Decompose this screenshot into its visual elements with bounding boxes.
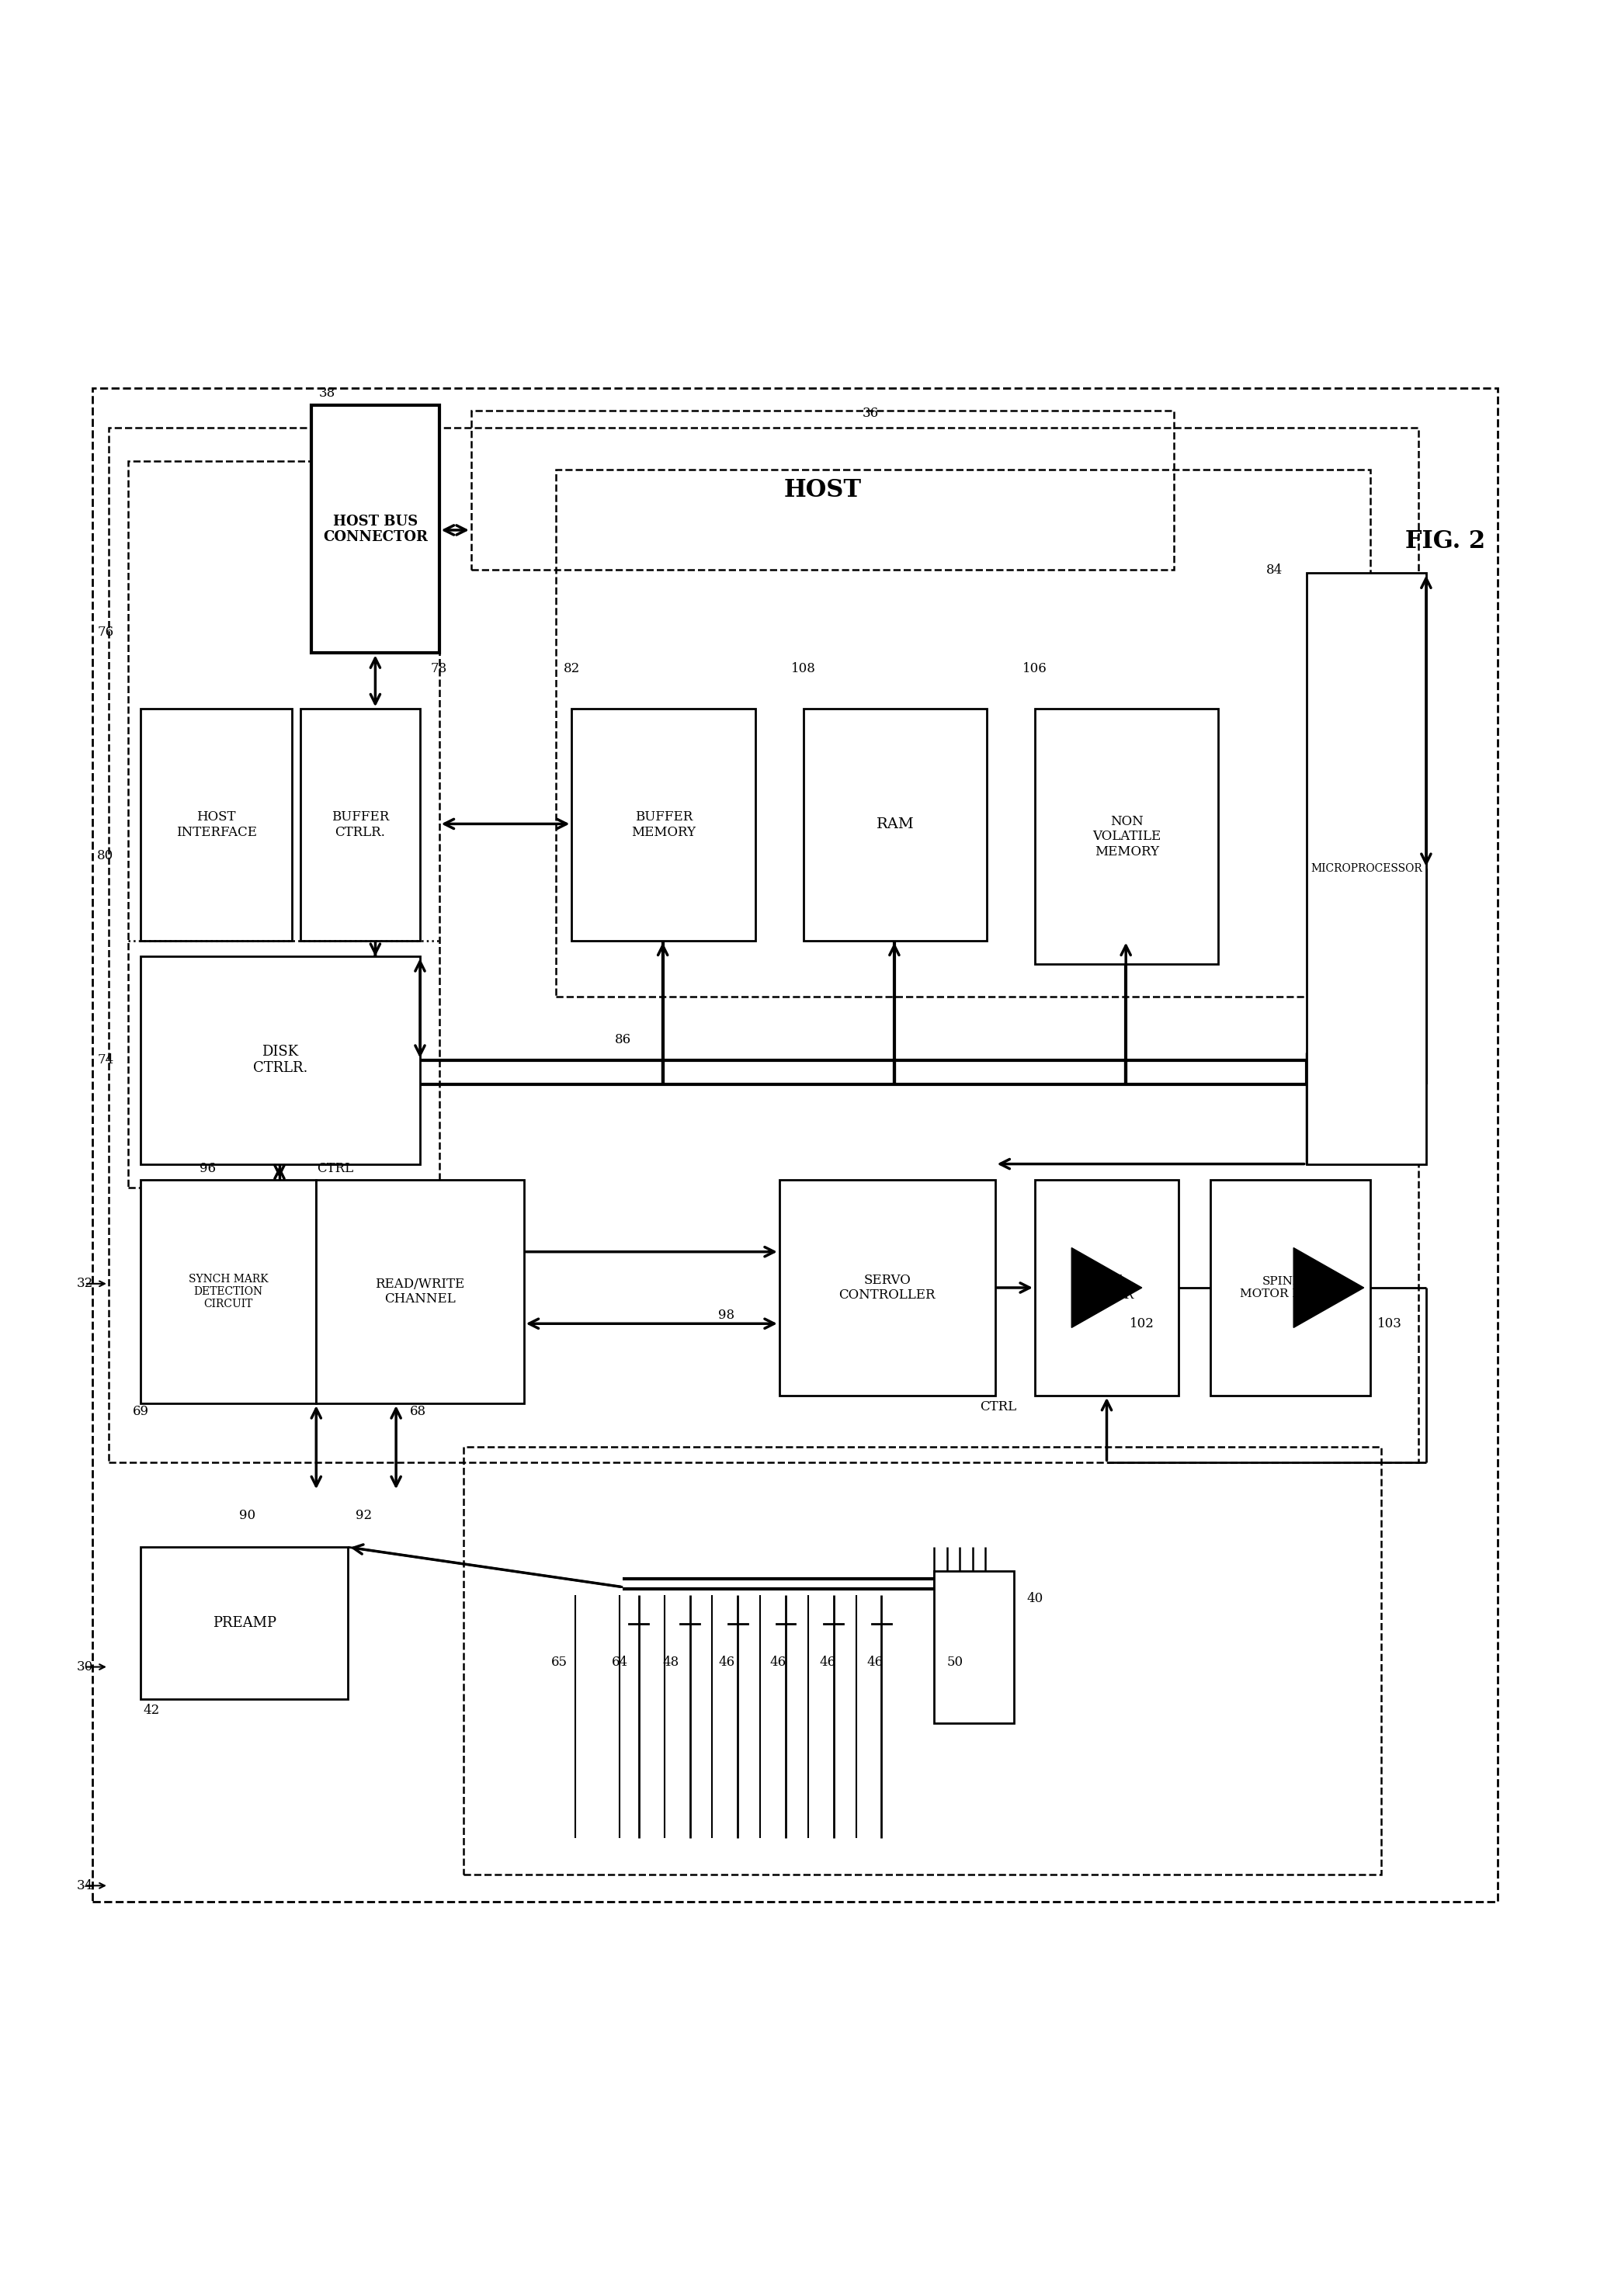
Text: 40: 40	[1027, 1591, 1043, 1605]
Text: 30: 30	[77, 1660, 93, 1674]
Bar	[93, 388, 1498, 1901]
Bar	[1211, 1180, 1370, 1396]
Text: HOST: HOST	[784, 478, 861, 503]
Text: FIG. 2: FIG. 2	[1405, 530, 1485, 553]
Text: RAM: RAM	[877, 817, 913, 831]
Text: 46: 46	[819, 1655, 835, 1669]
Bar	[311, 406, 439, 652]
Bar	[109, 427, 1418, 1463]
Text: 46: 46	[719, 1655, 735, 1669]
Text: 96: 96	[200, 1162, 216, 1176]
Text: 34: 34	[77, 1878, 93, 1892]
Bar	[1306, 574, 1426, 1164]
Text: CTRL: CTRL	[318, 1162, 353, 1176]
Text: NON
VOLATILE
MEMORY: NON VOLATILE MEMORY	[1092, 815, 1161, 859]
Text: 50: 50	[947, 1655, 963, 1669]
Polygon shape	[1072, 1247, 1142, 1327]
Text: VCM
DRIVER: VCM DRIVER	[1080, 1274, 1134, 1302]
Bar	[141, 957, 420, 1164]
Text: HOST BUS
CONNECTOR: HOST BUS CONNECTOR	[323, 514, 428, 544]
Bar	[572, 709, 755, 941]
Text: 48: 48	[663, 1655, 679, 1669]
Text: SYNCH MARK
DETECTION
CIRCUIT: SYNCH MARK DETECTION CIRCUIT	[188, 1274, 268, 1309]
Text: 65: 65	[551, 1655, 567, 1669]
Bar	[316, 1180, 524, 1403]
Text: SERVO
CONTROLLER: SERVO CONTROLLER	[838, 1274, 936, 1302]
Text: 74: 74	[97, 1054, 113, 1068]
Text: 84: 84	[1266, 563, 1282, 576]
Bar	[803, 709, 987, 941]
Text: DISK
CTRLR.: DISK CTRLR.	[252, 1045, 308, 1075]
Bar	[141, 1548, 348, 1699]
Text: HOST
INTERFACE: HOST INTERFACE	[176, 810, 257, 838]
Text: READ/WRITE
CHANNEL: READ/WRITE CHANNEL	[375, 1277, 465, 1306]
Bar	[463, 1446, 1381, 1874]
Text: PREAMP: PREAMP	[212, 1616, 276, 1630]
Text: SPINDLE
MOTOR DRIVER: SPINDLE MOTOR DRIVER	[1239, 1277, 1341, 1300]
Text: 103: 103	[1377, 1318, 1402, 1329]
Text: 80: 80	[97, 850, 113, 863]
Text: BUFFER
MEMORY: BUFFER MEMORY	[631, 810, 696, 838]
Bar	[779, 1180, 995, 1396]
Text: 78: 78	[431, 664, 447, 675]
Bar	[934, 1570, 1014, 1722]
Bar	[300, 709, 420, 941]
Bar	[471, 411, 1174, 569]
Text: 38: 38	[319, 386, 335, 400]
Text: 68: 68	[410, 1405, 426, 1419]
Text: 36: 36	[862, 406, 878, 420]
Text: MICROPROCESSOR: MICROPROCESSOR	[1311, 863, 1421, 875]
Text: 98: 98	[719, 1309, 735, 1322]
Text: 46: 46	[867, 1655, 883, 1669]
Text: 76: 76	[97, 627, 113, 638]
Text: 82: 82	[564, 664, 580, 675]
Polygon shape	[1294, 1247, 1364, 1327]
Text: BUFFER
CTRLR.: BUFFER CTRLR.	[331, 810, 390, 838]
Bar	[556, 468, 1370, 996]
Bar	[141, 709, 292, 941]
Text: CTRL: CTRL	[981, 1401, 1016, 1414]
Bar	[1035, 709, 1219, 964]
Bar	[1035, 1180, 1179, 1396]
Text: 32: 32	[77, 1277, 93, 1290]
Text: 106: 106	[1022, 664, 1048, 675]
Bar	[141, 1180, 316, 1403]
Text: 86: 86	[615, 1033, 631, 1047]
Text: 108: 108	[791, 664, 816, 675]
Text: 102: 102	[1129, 1318, 1155, 1329]
Text: 90: 90	[240, 1508, 256, 1522]
Bar	[128, 461, 439, 1187]
Text: 64: 64	[612, 1655, 628, 1669]
Text: 46: 46	[770, 1655, 786, 1669]
Text: 69: 69	[133, 1405, 149, 1419]
Text: 92: 92	[356, 1508, 372, 1522]
Text: 42: 42	[144, 1704, 160, 1717]
